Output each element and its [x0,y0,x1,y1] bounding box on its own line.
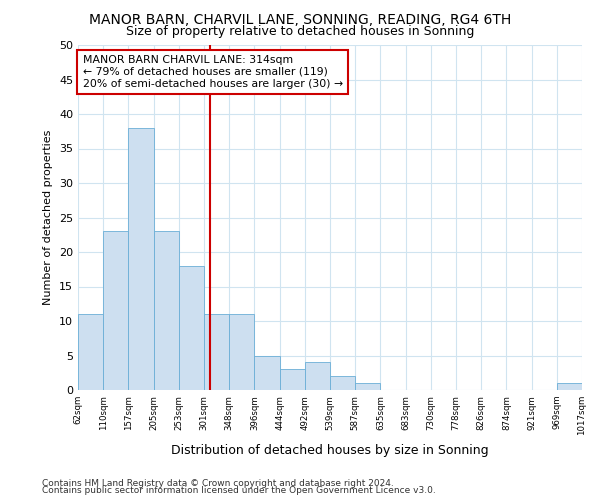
Bar [305,362,330,390]
Text: Contains public sector information licensed under the Open Government Licence v3: Contains public sector information licen… [42,486,436,495]
Bar [355,383,380,390]
Y-axis label: Number of detached properties: Number of detached properties [43,130,53,305]
Text: MANOR BARN CHARVIL LANE: 314sqm
← 79% of detached houses are smaller (119)
20% o: MANOR BARN CHARVIL LANE: 314sqm ← 79% of… [83,56,343,88]
Text: Contains HM Land Registry data © Crown copyright and database right 2024.: Contains HM Land Registry data © Crown c… [42,478,394,488]
Bar [179,266,204,390]
Bar [229,314,254,390]
Bar [330,376,355,390]
Bar [254,356,280,390]
Bar [280,370,305,390]
Bar [154,232,179,390]
Text: MANOR BARN, CHARVIL LANE, SONNING, READING, RG4 6TH: MANOR BARN, CHARVIL LANE, SONNING, READI… [89,12,511,26]
Bar [204,314,229,390]
Bar [78,314,103,390]
Bar [557,383,582,390]
Text: Size of property relative to detached houses in Sonning: Size of property relative to detached ho… [126,25,474,38]
X-axis label: Distribution of detached houses by size in Sonning: Distribution of detached houses by size … [171,444,489,456]
Bar [103,232,128,390]
Bar [128,128,154,390]
